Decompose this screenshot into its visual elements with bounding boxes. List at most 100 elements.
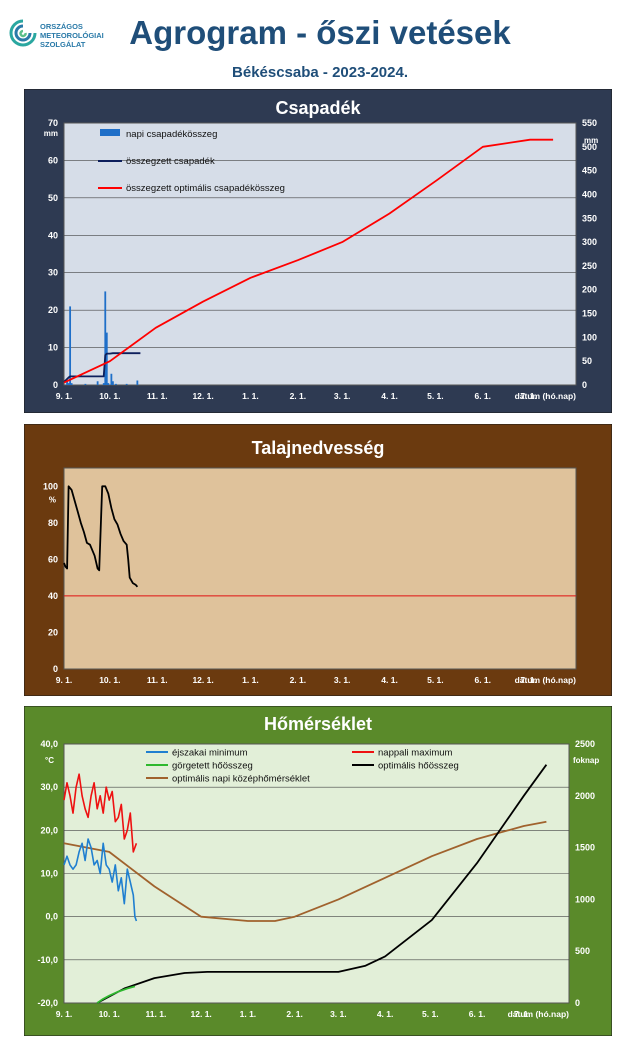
soil-moisture-chart: Talajnedvesség 0 20 40 60 80 100% 9. 1. 10. 1. 11… xyxy=(23,423,613,697)
chart-title: Csapadék xyxy=(275,98,361,118)
temperature-panel: Hőmérséklet -20,0 -10,0 0,0 10,0 20,0 30,0 40,0… xyxy=(23,705,613,1037)
x-tick-label: 5. 1. xyxy=(422,1009,439,1019)
y-tick-label: 20 xyxy=(48,305,58,315)
y-tick-label: 30,0 xyxy=(40,782,58,792)
precip-bar xyxy=(96,381,99,385)
y2-tick-label: 500 xyxy=(582,142,597,152)
legend-label: nappali maximum xyxy=(378,748,453,759)
x-axis-label: dátum (hó.nap) xyxy=(515,675,577,685)
soil-moisture-panel: Talajnedvesség 0 20 40 60 80 100% 9. 1. 10. 1. 11… xyxy=(23,423,613,697)
y-tick-label: 60 xyxy=(48,155,58,165)
x-tick-label: 1. 1. xyxy=(240,1009,257,1019)
precip-bar xyxy=(67,383,70,385)
x-tick-label: 3. 1. xyxy=(334,675,351,685)
legend-label: optimális hőösszeg xyxy=(378,761,459,772)
precip-bar xyxy=(110,373,113,385)
x-tick-label: 5. 1. xyxy=(427,391,444,401)
x-tick-label: 3. 1. xyxy=(334,391,351,401)
y2-tick-label: 2500 xyxy=(575,739,595,749)
legend-label: napi csapadékösszeg xyxy=(126,129,217,140)
y-unit-label: % xyxy=(49,495,56,504)
y-unit-label: °C xyxy=(45,756,54,765)
precip-bar xyxy=(115,383,117,385)
precip-bar xyxy=(105,332,108,385)
logo-line-2: METEOROLÓGIAI xyxy=(40,31,104,40)
chart-title: Talajnedvesség xyxy=(252,438,385,458)
x-tick-label: 7. 1. xyxy=(520,675,537,685)
precip-bar xyxy=(102,383,105,385)
y-tick-label: 60 xyxy=(48,554,58,564)
x-tick-label: 5. 1. xyxy=(427,675,444,685)
day-max-line xyxy=(63,773,138,853)
x-tick-label: 4. 1. xyxy=(377,1009,394,1019)
x-axis-label: dátum (hó.nap) xyxy=(508,1009,570,1019)
legend-label: összegzett csapadék xyxy=(126,156,215,167)
x-tick-label: 4. 1. xyxy=(381,391,398,401)
y-tick-label: 80 xyxy=(48,518,58,528)
x-tick-label: 11. 1. xyxy=(147,391,168,401)
x-tick-label: 12. 1. xyxy=(192,675,213,685)
x-tick-label: 11. 1. xyxy=(146,1009,167,1019)
y2-tick-label: 150 xyxy=(582,309,597,319)
omsz-logo: ORSZÁGOS METEOROLÓGIAI SZOLGÁLAT xyxy=(8,14,118,54)
page-subtitle: Békéscsaba - 2023-2024. xyxy=(232,64,408,81)
y-tick-label: 0 xyxy=(53,380,58,390)
precip-bar xyxy=(107,383,110,385)
x-tick-label: 7. 1. xyxy=(514,1009,531,1019)
y2-tick-label: 200 xyxy=(582,285,597,295)
x-tick-label: 10. 1. xyxy=(99,1009,120,1019)
precipitation-panel: Csapadék 0 10 20 30 40 50 60 70 0 50 100 150 200 250 30… xyxy=(23,88,613,414)
y2-tick-label: 50 xyxy=(582,356,592,366)
logo-line-3: SZOLGÁLAT xyxy=(40,40,86,49)
x-tick-label: 2. 1. xyxy=(290,391,307,401)
y2-tick-label: 2000 xyxy=(575,791,595,801)
x-tick-label: 4. 1. xyxy=(381,675,398,685)
y2-tick-label: 0 xyxy=(575,998,580,1008)
y2-tick-label: 350 xyxy=(582,213,597,223)
precipitation-chart: Csapadék 0 10 20 30 40 50 60 70 0 50 100 150 200 250 30… xyxy=(23,88,613,414)
precip-bar xyxy=(112,381,114,385)
y-unit-label: mm xyxy=(44,129,58,138)
x-tick-label: 9. 1. xyxy=(56,675,73,685)
legend-label: optimális napi középhőmérséklet xyxy=(172,774,310,785)
x-tick-label: 6. 1. xyxy=(474,675,491,685)
x-tick-label: 7. 1. xyxy=(520,391,537,401)
logo-icon xyxy=(9,19,37,47)
x-tick-label: 1. 1. xyxy=(242,675,259,685)
x-tick-label: 9. 1. xyxy=(56,1009,73,1019)
precip-bar xyxy=(136,380,139,385)
page-header: ORSZÁGOS METEOROLÓGIAI SZOLGÁLAT Agrogra… xyxy=(0,0,640,90)
x-tick-label: 10. 1. xyxy=(99,391,120,401)
precip-bar xyxy=(125,383,128,385)
y2-tick-label: 550 xyxy=(582,118,597,128)
y2-tick-label: 100 xyxy=(582,332,597,342)
y-tick-label: 40 xyxy=(48,230,58,240)
x-tick-label: 11. 1. xyxy=(147,675,168,685)
x-tick-label: 1. 1. xyxy=(242,391,259,401)
y-tick-label: 20,0 xyxy=(40,825,58,835)
x-tick-label: 6. 1. xyxy=(474,391,491,401)
soil-moisture-line xyxy=(63,485,139,588)
legend-swatch xyxy=(100,129,120,136)
precip-bar xyxy=(69,306,72,385)
y-tick-label: -10,0 xyxy=(37,955,58,965)
y-tick-label: 50 xyxy=(48,193,58,203)
night-min-line xyxy=(63,838,138,922)
optimal-precip-line xyxy=(63,138,554,384)
rolling-heat-sum-line xyxy=(96,985,136,1004)
y2-unit-label: mm xyxy=(584,136,598,145)
plot-area xyxy=(63,122,577,386)
chart-title: Hőmérséklet xyxy=(264,714,372,734)
y2-tick-label: 450 xyxy=(582,166,597,176)
y2-tick-label: 500 xyxy=(575,946,590,956)
temperature-chart: Hőmérséklet -20,0 -10,0 0,0 10,0 20,0 30,0 40,0… xyxy=(23,705,613,1037)
logo-line-1: ORSZÁGOS xyxy=(40,22,83,31)
x-tick-label: 9. 1. xyxy=(56,391,73,401)
y2-tick-label: 400 xyxy=(582,189,597,199)
y2-unit-label: foknap xyxy=(573,756,599,765)
y-tick-label: 0 xyxy=(53,664,58,674)
x-tick-label: 6. 1. xyxy=(469,1009,486,1019)
y2-tick-label: 250 xyxy=(582,261,597,271)
legend-label: éjszakai minimum xyxy=(172,748,248,759)
x-tick-label: 2. 1. xyxy=(290,675,307,685)
